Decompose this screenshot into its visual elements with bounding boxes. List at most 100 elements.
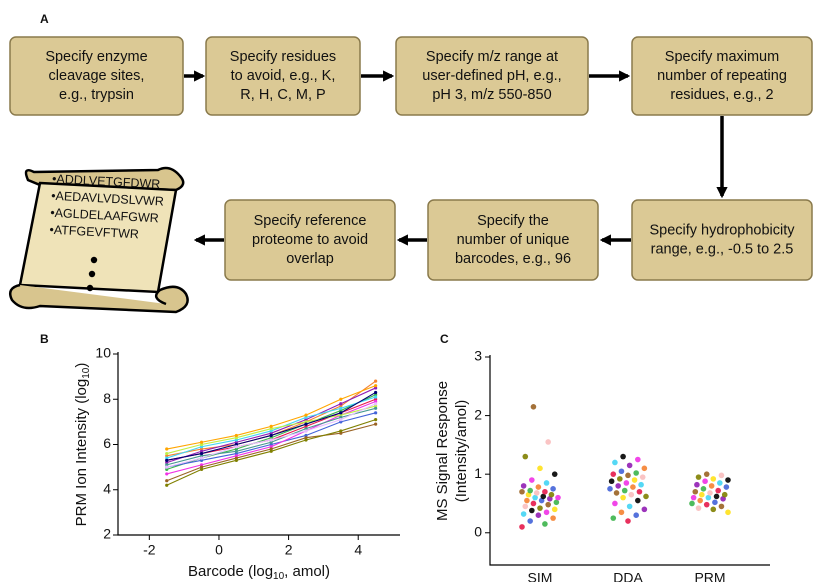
- y-tick-label: 0: [474, 523, 482, 539]
- point: [542, 488, 548, 495]
- point: [165, 465, 169, 469]
- point: [234, 451, 238, 456]
- point: [304, 424, 308, 428]
- y-axis-label-sub: 10: [81, 367, 92, 379]
- point: [304, 427, 308, 431]
- point: [721, 491, 728, 498]
- point: [543, 509, 550, 516]
- dot: [88, 270, 96, 278]
- point: [608, 478, 615, 485]
- point: [374, 379, 378, 383]
- point: [339, 411, 343, 415]
- point: [199, 449, 204, 453]
- point: [626, 503, 633, 510]
- point: [234, 442, 238, 447]
- y-tick-label: 2: [103, 526, 111, 542]
- flow-box: [631, 199, 813, 281]
- point: [519, 524, 525, 530]
- point: [631, 477, 638, 483]
- point: [339, 404, 343, 408]
- flow-box-text: user-defined pH, e.g.,: [422, 68, 561, 84]
- point: [269, 427, 273, 431]
- point: [553, 499, 560, 506]
- point: [545, 501, 551, 508]
- point: [269, 424, 273, 428]
- point: [527, 487, 533, 494]
- point: [712, 499, 718, 506]
- point: [707, 490, 713, 496]
- point: [269, 438, 273, 442]
- flow-box-text: number of unique: [457, 232, 570, 248]
- point: [339, 397, 343, 401]
- point: [613, 490, 620, 496]
- point: [165, 454, 169, 458]
- y-axis-label: MS Signal Response: [434, 381, 451, 521]
- point: [717, 480, 723, 486]
- point: [635, 497, 641, 504]
- point: [374, 411, 378, 415]
- flow-box-text: pH 3, m/z 550-850: [432, 87, 551, 103]
- sequence: •AEDAVLVDSLVWR: [51, 189, 164, 209]
- y-axis-label-part: ): [73, 363, 90, 368]
- x-tick-label: DDA: [613, 570, 643, 582]
- point: [165, 451, 169, 456]
- point: [694, 481, 700, 488]
- point: [537, 465, 543, 472]
- point: [527, 518, 533, 524]
- point: [710, 476, 717, 482]
- point: [269, 447, 273, 451]
- x-tick-label: PRM: [694, 570, 725, 582]
- point: [269, 431, 273, 435]
- point: [702, 478, 708, 485]
- point: [269, 436, 273, 440]
- point: [607, 486, 613, 492]
- point: [545, 439, 551, 445]
- point: [641, 465, 648, 472]
- point: [718, 472, 725, 479]
- scroll-bottom: [9, 283, 189, 314]
- panel-label: C: [440, 332, 449, 346]
- flow-box-text: Specify the: [477, 213, 549, 229]
- sequence: •AGLDELAAFGWR: [50, 206, 159, 226]
- flow-box-text: R, H, C, M, P: [240, 87, 325, 103]
- point: [620, 494, 626, 501]
- x-tick-label: 4: [354, 542, 362, 558]
- point: [713, 493, 720, 500]
- point: [199, 445, 204, 449]
- point: [304, 413, 308, 417]
- point: [715, 487, 721, 494]
- dot: [90, 256, 98, 264]
- point: [269, 429, 273, 433]
- x-tick-label: 2: [285, 542, 293, 558]
- y-tick-label: 6: [103, 435, 111, 451]
- point: [339, 413, 343, 417]
- y-tick-label: 3: [474, 348, 482, 364]
- point: [199, 442, 204, 447]
- flow-box: [395, 36, 589, 116]
- point: [535, 484, 542, 490]
- dot: [86, 284, 94, 292]
- point: [725, 509, 731, 516]
- point: [610, 471, 617, 477]
- point: [626, 462, 633, 469]
- point: [530, 404, 537, 410]
- y-tick-label: 10: [95, 345, 111, 361]
- point: [234, 454, 238, 458]
- point: [165, 479, 169, 483]
- point: [304, 422, 308, 426]
- point: [621, 487, 628, 494]
- point: [165, 456, 169, 460]
- point: [540, 493, 547, 500]
- point: [199, 447, 204, 451]
- point: [520, 511, 527, 517]
- point: [339, 418, 343, 422]
- point: [165, 447, 169, 451]
- point: [639, 474, 646, 480]
- flow-box: [427, 199, 599, 281]
- axis: [117, 352, 400, 536]
- point: [165, 458, 169, 462]
- point: [234, 449, 238, 453]
- axis: [489, 355, 770, 566]
- point: [618, 468, 625, 475]
